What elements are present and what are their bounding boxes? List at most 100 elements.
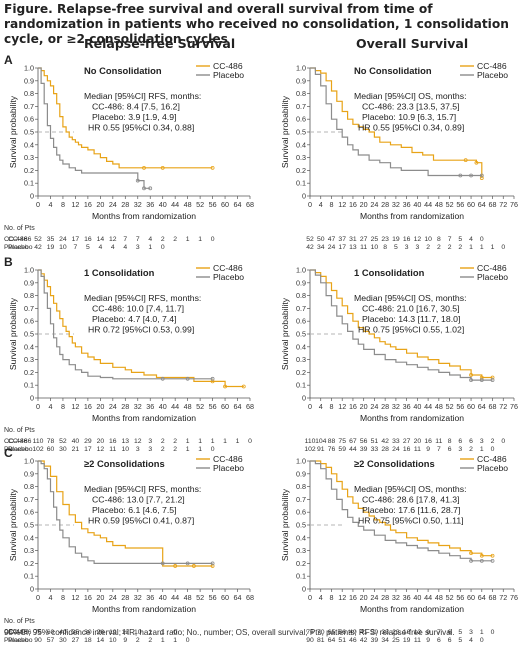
p3-xtick-label: 8: [329, 402, 333, 411]
p0-risk-count: 7: [123, 236, 127, 243]
p5-risk-count: 56: [338, 629, 346, 636]
p2-risk-count: 60: [47, 446, 55, 453]
p5-risk-count: 42: [360, 637, 368, 644]
p1-xtick-label: 32: [392, 200, 400, 209]
p2-xtick-label: 56: [209, 402, 217, 411]
p5-legend-label-placebo: Placebo: [477, 463, 508, 473]
p4-cc486-censor-mark: [173, 564, 178, 568]
p3-risk-count: 3: [480, 438, 484, 445]
p3-risk-count: 16: [403, 446, 411, 453]
p2-xtick-label: 0: [36, 402, 40, 411]
p5-risk-count: 11: [414, 637, 421, 644]
p2-placebo-curve: [38, 269, 213, 380]
p3-xtick-label: 32: [392, 402, 400, 411]
p4-risk-count: 0: [173, 629, 177, 636]
p1-risk-count: 10: [371, 244, 379, 251]
p0-panel-letter: A: [4, 53, 13, 67]
p4-xtick-label: 16: [84, 593, 92, 602]
p5-xtick-label: 12: [338, 593, 346, 602]
p0-risk-count: 14: [97, 236, 105, 243]
p0-ytick-label: 0: [30, 192, 34, 201]
p3-xtick-label: 20: [360, 402, 368, 411]
p4-risk-count: 9: [123, 637, 127, 644]
p0-xtick-label: 8: [61, 200, 65, 209]
p4-risk-count: 18: [84, 637, 92, 644]
p0-risk-count: 24: [59, 236, 67, 243]
p0-risk-count: 4: [148, 236, 152, 243]
p2-xtick-label: 44: [171, 402, 179, 411]
p4-risk-row-name: Placebo: [4, 637, 29, 644]
p5-ytick-label: 0: [302, 585, 306, 594]
p5-xtick-label: 0: [308, 593, 312, 602]
p1-ytick-label: 0.1: [296, 179, 306, 188]
p2-ytick-label: 0.6: [24, 317, 34, 326]
p2-risk-count: 1: [223, 438, 227, 445]
p3-xtick-label: 68: [489, 402, 497, 411]
p3-risk-count: 67: [349, 438, 357, 445]
p0-placebo-censor-mark: [135, 178, 140, 183]
p5-ytick-label: 0.3: [296, 546, 306, 555]
p1-xtick-label: 8: [329, 200, 333, 209]
p4-ytick-label: 1.0: [24, 457, 34, 466]
p3-risk-count: 0: [501, 438, 505, 445]
p4-risk-count: 90: [34, 637, 42, 644]
p1-risk-count: 4: [469, 236, 473, 243]
p5-stat-line: HR 0.75 [95%CI 0.50, 1.11]: [358, 516, 464, 526]
p1-risk-count: 47: [328, 236, 336, 243]
p4-risk-count: 35: [72, 629, 80, 636]
p5-xtick-label: 76: [510, 593, 518, 602]
p2-xtick-label: 4: [48, 402, 52, 411]
p3-xtick-label: 52: [446, 402, 454, 411]
p5-xtick-label: 48: [435, 593, 443, 602]
p4-risk-count: 76: [34, 629, 42, 636]
p4-xtick-label: 56: [209, 593, 217, 602]
p5-placebo-curve: [310, 460, 493, 562]
p1-legend-label-cc486: CC-486: [477, 61, 507, 71]
p4-ytick-label: 0.1: [24, 572, 34, 581]
p3-xtick-label: 16: [349, 402, 357, 411]
p0-subtitle: No Consolidation: [84, 65, 162, 76]
p2-panel-letter: B: [4, 255, 13, 269]
p3-risk-count: 56: [360, 438, 368, 445]
p2-ytick-label: 0.8: [24, 291, 34, 300]
p5-risk-count: 39: [371, 637, 379, 644]
p3-risk-count: 6: [458, 438, 462, 445]
p1-risk-row-name: Placebo: [8, 244, 33, 251]
p0-risk-count: 1: [198, 236, 202, 243]
p1-xtick-label: 68: [489, 200, 497, 209]
p4-xtick-label: 52: [196, 593, 204, 602]
p5-ylabel: Survival probability: [280, 488, 290, 561]
p2-legend-label-placebo: Placebo: [213, 272, 244, 282]
p3-risk-count: 0: [491, 446, 495, 453]
p0-ytick-label: 0.5: [24, 128, 34, 137]
p2-risk-count: 2: [173, 446, 177, 453]
p2-xtick-label: 24: [109, 402, 117, 411]
p3-placebo-curve: [310, 269, 493, 381]
p3-xlabel: Months from randomization: [360, 413, 464, 423]
p5-placebo-censor-mark: [479, 558, 484, 563]
p2-ytick-label: 0.7: [24, 304, 34, 313]
p5-xtick-label: 40: [413, 593, 421, 602]
p4-stat-line: Median [95%CI] RFS, months:: [84, 484, 201, 494]
p5-ytick-label: 0.5: [296, 521, 306, 530]
p1-risk-count: 0: [480, 236, 484, 243]
p5-ytick-label: 0.8: [296, 482, 306, 491]
p3-ytick-label: 0.4: [296, 342, 306, 351]
p3-stat-line: HR 0.75 [95%CI 0.55, 1.02]: [358, 325, 464, 335]
p3-legend-label-cc486: CC-486: [477, 263, 507, 273]
p2-ytick-label: 0.3: [24, 355, 34, 364]
p0-cc486-censor-mark: [210, 165, 215, 170]
p4-xtick-label: 28: [121, 593, 129, 602]
p0-ytick-label: 0.6: [24, 115, 34, 124]
p5-risk-count: 6: [437, 637, 441, 644]
p0-ytick-label: 0.8: [24, 89, 34, 98]
p4-ytick-label: 0.7: [24, 495, 34, 504]
p3-risk-count: 2: [491, 438, 495, 445]
p2-risk-count: 1: [198, 446, 202, 453]
p4-xtick-label: 36: [146, 593, 154, 602]
p1-cc486-censor-mark: [474, 160, 479, 165]
p1-placebo-censor-mark: [479, 173, 484, 178]
p3-xtick-label: 60: [467, 402, 475, 411]
p0-xtick-label: 44: [171, 200, 179, 209]
p4-risk-count: 27: [72, 637, 80, 644]
